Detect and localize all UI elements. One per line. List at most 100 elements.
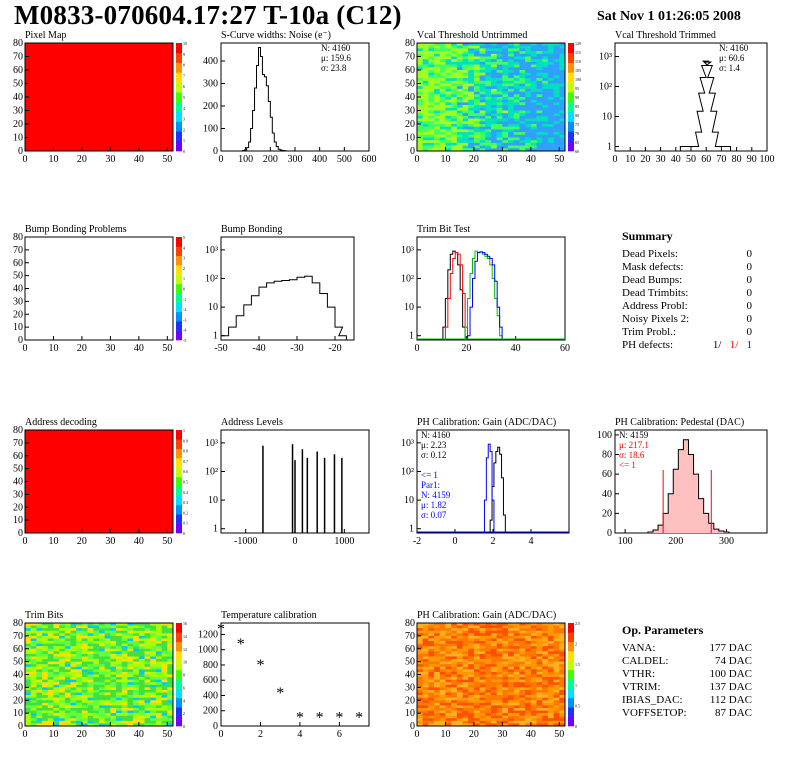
heatmap-cell [116, 651, 123, 655]
ph-defects-values: 1/ 1/ 1 [713, 339, 752, 352]
heatmap-cell [36, 635, 43, 639]
heatmap-cell [42, 720, 49, 724]
colorbar-segment [568, 111, 574, 122]
colorbar-label: 0 [183, 531, 185, 536]
heatmap-cell [525, 56, 532, 60]
summary-label: Dead Pixels: [622, 248, 678, 260]
heatmap-cell [47, 646, 54, 650]
param-row: VTHR: 100 DAC [622, 668, 752, 681]
heatmap-cell [508, 630, 515, 634]
colorbar-label: -3 [183, 317, 186, 322]
heatmap-cell [451, 707, 458, 711]
heatmap-cell [473, 78, 480, 82]
heatmap-cell [542, 707, 549, 711]
heatmap-cell [422, 700, 429, 704]
heatmap-cell [542, 697, 549, 701]
heatmap-cell [462, 653, 469, 657]
heatmap-cell [428, 651, 435, 655]
heatmap-cell [530, 666, 537, 670]
heatmap-cell [456, 630, 463, 634]
heatmap-cell [116, 710, 123, 714]
colorbar-label: 60 [575, 149, 579, 154]
y-tick-label: 50 [13, 79, 23, 90]
heatmap-cell [167, 705, 174, 709]
heatmap-cell [422, 126, 429, 130]
heatmap-cell [64, 682, 71, 686]
y-tick-label: 80 [405, 618, 415, 629]
heatmap-cell [456, 105, 463, 109]
x-tick-label: 0 [415, 154, 420, 165]
heatmap-cell [456, 677, 463, 680]
heatmap-cell [36, 659, 43, 662]
stat-text: σ: 0.12 [421, 450, 446, 460]
heatmap-cell [513, 91, 520, 95]
heatmap-cell [127, 669, 134, 673]
heatmap-cell [47, 653, 54, 657]
heatmap-cell [473, 105, 480, 109]
heatmap-cell [439, 126, 446, 130]
heatmap-cell [519, 115, 526, 119]
heatmap-cell [530, 53, 537, 57]
heatmap-cell [513, 83, 520, 87]
heatmap-cell [161, 664, 168, 668]
heatmap-cell [121, 689, 128, 693]
heatmap-cell [47, 674, 54, 678]
heatmap-cell [479, 702, 486, 706]
heatmap-cell [121, 697, 128, 701]
heatmap-cell [479, 83, 486, 87]
heatmap-cell [547, 83, 554, 87]
heatmap-cell [508, 687, 515, 691]
heatmap-cell [445, 88, 452, 92]
heatmap-cell [491, 70, 497, 73]
heatmap-cell [491, 107, 497, 111]
heatmap-cell [36, 684, 43, 688]
heatmap-cell [161, 707, 168, 711]
heatmap-cell [133, 664, 140, 668]
heatmap-cell [513, 692, 520, 696]
heatmap-cell [530, 633, 537, 637]
heatmap-cell [422, 697, 429, 701]
heatmap-cell [36, 656, 43, 660]
heatmap-cell [138, 646, 145, 650]
heatmap-cell [525, 653, 532, 657]
colorbar-segment [176, 111, 182, 122]
heatmap-cell [547, 61, 554, 65]
heatmap-cell [121, 700, 128, 704]
heatmap-cell [47, 684, 54, 688]
heatmap-cell [496, 705, 503, 709]
ph-defect-value-black: 1/ [712, 339, 722, 351]
heatmap-cell [525, 669, 532, 673]
heatmap-cell [99, 697, 105, 701]
heatmap-cell [485, 651, 492, 655]
heatmap-cell [468, 102, 475, 106]
heatmap-cell [161, 679, 168, 683]
y-tick-label: 0 [18, 528, 23, 539]
heatmap-cell [519, 648, 526, 652]
heatmap-cell [127, 718, 134, 722]
heatmap-cell [530, 679, 537, 683]
heatmap-cell [417, 671, 423, 675]
heatmap-cell [116, 687, 123, 691]
heatmap-cell [451, 132, 458, 136]
heatmap-cell [70, 684, 77, 688]
heatmap-cell [138, 664, 145, 668]
x-tick-label: 20 [461, 343, 471, 354]
heatmap-cell [70, 707, 77, 711]
heatmap-cell [525, 628, 532, 632]
heatmap-cell [150, 638, 157, 642]
x-tick-label: 6 [337, 729, 342, 740]
param-value: 177 DAC [709, 642, 752, 654]
heatmap-cell [491, 677, 497, 680]
heatmap-cell [30, 687, 37, 691]
summary-value: 0 [746, 326, 753, 338]
x-tick-label: 20 [77, 343, 87, 354]
heatmap-cell [53, 679, 60, 683]
heatmap-cell [519, 94, 526, 98]
heatmap-cell [519, 75, 526, 79]
heatmap-cell [121, 635, 128, 639]
heatmap-cell [473, 638, 480, 642]
heatmap-cell [434, 684, 441, 688]
heatmap-cell [519, 628, 526, 632]
heatmap-cell [64, 692, 71, 696]
colorbar-label: 5 [183, 95, 185, 100]
